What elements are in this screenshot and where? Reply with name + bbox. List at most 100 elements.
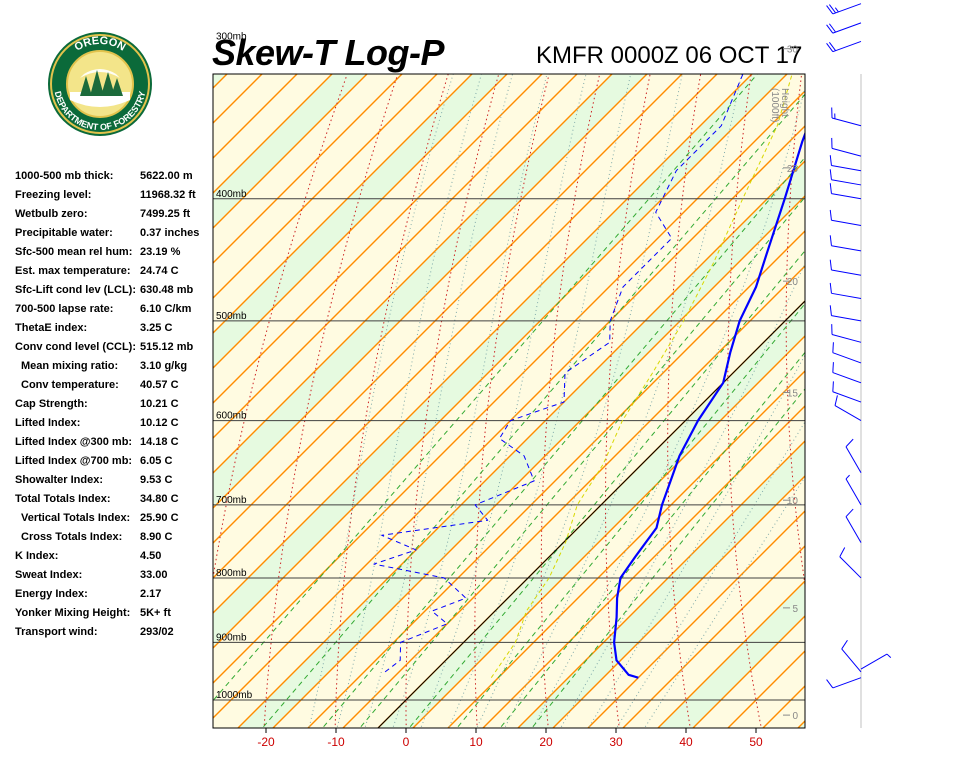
wind-barb [832,677,862,689]
oregon-forestry-logo: OREGON DEPARTMENT OF FORESTRY [46,30,154,138]
wind-barb-half-feather [886,653,892,659]
height-axis-title: Height [779,88,790,117]
mixing-ratio-line [263,93,805,728]
index-row: ThetaE index: 3.25 C [15,320,215,339]
index-value: 24.74 C [140,265,179,277]
wind-barb-half-feather [845,474,850,480]
moist-adiabat-line [308,74,454,727]
x-tick-label: -20 [257,735,275,749]
wind-barb-feather [828,23,837,33]
index-value: 7499.25 ft [140,208,191,220]
index-value: 0.37 inches [140,227,200,239]
wind-barb [841,648,862,673]
wind-barbs [826,3,892,689]
index-row: 1000-500 mb thick: 5622.00 m [15,168,215,187]
plot-area: 0.412358 [213,0,960,752]
index-row: Precipitable water: 0.37 inches [15,225,215,244]
height-tick-label: 25 [787,164,799,175]
index-label: 700-500 lapse rate: [15,303,114,315]
index-value: 630.48 mb [140,284,194,296]
wind-barb-feather [829,235,832,246]
pressure-label: 400mb [216,189,247,200]
pressure-label: 800mb [216,568,247,579]
pressure-label: 900mb [216,632,247,643]
index-label: Wetbulb zero: [15,208,88,220]
pressure-label: 600mb [216,411,247,422]
index-label: Sweat Index: [15,569,83,581]
height-tick-label: 30 [787,45,799,56]
wind-barb [831,179,862,186]
wind-barb-feather [826,43,834,52]
index-row: Cross Totals Index: 8.90 C [15,529,215,548]
wind-barb [831,117,862,127]
index-label: Transport wind: [15,626,98,638]
mixing-ratio-line [500,351,805,728]
wind-barb-feather [829,282,832,294]
wind-barb-feather [845,508,854,518]
index-value: 34.80 C [140,493,179,505]
mixing-ratio-line [213,74,759,702]
mixing-ratio-line [457,302,805,728]
index-value: 11968.32 ft [140,189,196,201]
index-row: Wetbulb zero: 7499.25 ft [15,206,215,225]
isotherm-line [213,74,788,649]
wind-barb-feather [828,4,837,14]
index-label: Est. max temperature: [15,265,131,277]
index-label: Lifted Index @700 mb: [15,455,133,467]
logo-top-text: OREGON [73,35,128,54]
moist-adiabat-line [588,354,805,727]
dry-adiabat-line [843,0,960,752]
moist-adiabat-line [336,74,483,727]
index-value: 23.19 % [140,246,181,258]
wind-barb-feather [829,209,832,221]
index-row: Mean mixing ratio: 3.10 g/kg [15,358,215,377]
index-label: Cap Strength: [15,398,88,410]
wetbulb-line [490,74,793,678]
isotherm-line [552,475,805,728]
wind-barb-feather [829,169,832,180]
moist-adiabat-line [420,74,587,727]
wind-barb [831,193,862,200]
index-value: 293/02 [140,626,174,638]
index-value: 5622.00 m [140,170,193,182]
index-value: 2.17 [140,588,162,600]
wind-barb [831,334,862,343]
index-label: Showalter Index: [15,474,104,486]
index-label: Lifted Index: [15,417,81,429]
wind-barb-feather [832,362,834,373]
wind-barb [831,219,862,226]
index-value: 33.00 [140,569,168,581]
wind-barb [832,3,862,15]
dry-adiabat-line [898,0,960,752]
height-tick-label: 20 [787,277,799,288]
index-value: 25.90 C [140,512,179,524]
wind-barb [832,22,862,34]
plot-frame [212,73,806,729]
mixing-ratio-label: 1 [815,63,828,75]
wind-barb-feather [828,41,837,51]
isotherm-line [342,265,805,728]
wind-barb [831,292,862,300]
wind-barb [831,245,862,252]
index-row: Vertical Totals Index: 25.90 C [15,510,215,529]
moist-adiabat-line [560,261,805,727]
index-row: Conv cond level (CCL): 515.12 mb [15,339,215,358]
index-row: Yonker Mixing Height: 5K+ ft [15,605,215,624]
index-label: Lifted Index @300 mb: [15,436,133,448]
wind-barb [831,269,862,276]
wind-barb [831,315,862,322]
index-row: Transport wind: 293/02 [15,624,215,643]
wind-barb-feather [829,305,832,316]
index-label: Mean mixing ratio: [21,360,119,372]
indices-panel: 1000-500 mb thick: 5622.00 m Freezing leve… [15,168,215,643]
isotherm-line [213,74,753,614]
index-label: Conv cond level (CCL): [15,341,137,353]
index-label: Sfc-500 mean rel hum: [15,246,133,258]
index-value: 6.10 C/km [140,303,192,315]
wind-barb-feather [826,5,834,15]
isotherm-line [447,370,805,728]
mixing-ratio-label: 0.4 [750,56,769,75]
pressure-label: 500mb [216,311,247,322]
wind-barb [860,653,888,670]
